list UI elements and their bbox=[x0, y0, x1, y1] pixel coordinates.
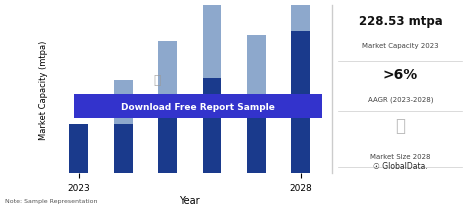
Bar bbox=[158, 104, 177, 173]
Bar bbox=[70, 124, 88, 173]
Text: 🔒: 🔒 bbox=[395, 116, 405, 134]
Bar bbox=[247, 36, 266, 99]
X-axis label: Year: Year bbox=[180, 195, 200, 204]
FancyBboxPatch shape bbox=[74, 95, 322, 118]
Bar bbox=[292, 0, 310, 32]
Text: ☉ GlobalData.: ☉ GlobalData. bbox=[373, 161, 428, 170]
Text: 🔒: 🔒 bbox=[153, 73, 161, 86]
Bar bbox=[292, 32, 310, 173]
Text: AAGR (2023-2028): AAGR (2023-2028) bbox=[368, 96, 433, 103]
Text: 228.53 mtpa: 228.53 mtpa bbox=[358, 14, 442, 27]
Text: >6%: >6% bbox=[383, 68, 418, 82]
Bar bbox=[114, 81, 133, 124]
Bar bbox=[203, 0, 221, 79]
Bar bbox=[247, 99, 266, 173]
Bar bbox=[114, 124, 133, 173]
Text: Market Size 2028: Market Size 2028 bbox=[370, 153, 431, 159]
Bar bbox=[203, 79, 221, 173]
Y-axis label: Market Capacity (mtpa): Market Capacity (mtpa) bbox=[39, 40, 48, 139]
Text: Download Free Report Sample: Download Free Report Sample bbox=[121, 102, 275, 111]
Text: Note: Sample Representation: Note: Sample Representation bbox=[5, 198, 97, 203]
Text: Market Capacity 2023: Market Capacity 2023 bbox=[362, 43, 439, 49]
Bar bbox=[158, 42, 177, 104]
